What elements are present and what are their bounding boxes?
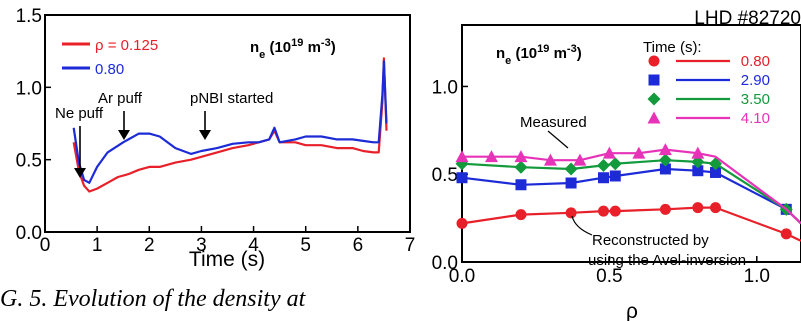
left-annotation-label: Ne puff	[55, 105, 104, 122]
right-panel: LHD #82720 0.0 0.5 1.0 0.0 0.5 1.0 ne (1019 m…	[432, 8, 801, 321]
right-data-point-triangle	[455, 150, 469, 163]
right-legend-label: 4.10	[741, 110, 770, 127]
right-annotations: Measured Reconstructed by using the Avel-i…	[520, 114, 746, 269]
left-x-tick-label: 2	[144, 235, 155, 256]
right-data-point-diamond	[596, 158, 610, 172]
shot-number-label: LHD #82720	[694, 8, 801, 29]
right-y-tick-label: 1.0	[432, 77, 458, 98]
right-data-point-square	[515, 179, 527, 191]
right-series-line-3	[462, 148, 801, 225]
left-x-tick-label: 1	[92, 235, 103, 256]
right-data-point-circle	[565, 207, 577, 219]
right-data-point-circle	[692, 202, 704, 214]
right-data-point-diamond	[691, 155, 705, 169]
left-annotation-label: Ar puff	[98, 90, 143, 107]
right-data-point-circle	[780, 228, 792, 240]
right-legend-label: 3.50	[741, 91, 770, 108]
right-data-point-square	[456, 172, 468, 184]
right-legend-marker-square	[648, 74, 660, 86]
left-legend-label-0125: ρ = 0.125	[95, 37, 158, 54]
left-x-tick-label: 3	[196, 235, 207, 256]
right-plot-frame	[461, 24, 801, 263]
right-ticks: 0.0 0.5 1.0 0.0 0.5 1.0	[432, 77, 770, 287]
left-annotation-arrow-head	[199, 130, 211, 140]
left-y-tick-label: 1.0	[16, 78, 42, 99]
measured-leader-line	[547, 130, 569, 149]
right-data-point-square	[597, 172, 609, 184]
right-legend-title: Time (s):	[643, 39, 702, 56]
right-legend-marker-circle	[648, 55, 660, 67]
left-x-tick-label: 6	[353, 235, 364, 256]
right-data-point-triangle	[691, 146, 705, 159]
right-data-point-square	[659, 163, 671, 175]
left-density-unit-label: ne (1019 m-3)	[250, 37, 336, 61]
left-ticks: 0 1 2 3 4 5 6 7 0.0 0.5 1.0 1.5	[16, 6, 416, 256]
right-data-point-triangle	[573, 153, 587, 166]
right-legend-marker-diamond	[647, 92, 661, 106]
right-series-line-1	[461, 167, 801, 225]
right-data-point-triangle	[543, 153, 557, 166]
left-annotation-arrow-head	[74, 168, 86, 178]
right-data-point-diamond	[514, 160, 528, 174]
right-data-point-triangle	[602, 146, 616, 159]
right-data-point-circle	[659, 203, 671, 215]
right-y-tick-label: 0.5	[432, 165, 458, 186]
right-data-point-square	[609, 170, 621, 182]
right-data-point-circle	[710, 202, 722, 214]
right-legend-marker-triangle	[647, 111, 661, 124]
left-x-axis-title: Time (s)	[189, 248, 265, 271]
measured-annotation: Measured	[520, 114, 587, 131]
left-series	[72, 57, 388, 193]
left-x-tick-label: 4	[248, 235, 259, 256]
left-x-tick-label: 7	[405, 235, 416, 256]
right-data-point-circle	[597, 205, 609, 217]
right-data-point-circle	[609, 205, 621, 217]
right-data-point-square	[710, 166, 722, 178]
left-series-line-1	[72, 60, 388, 184]
left-y-tick-label: 1.5	[16, 6, 42, 27]
right-data-point-diamond	[564, 162, 578, 176]
left-y-tick-label: 0.0	[16, 223, 42, 244]
left-y-tick-label: 0.5	[16, 151, 42, 172]
left-series-line-0	[72, 57, 388, 193]
right-y-tick-label: 0.0	[432, 253, 458, 274]
left-panel: 0 1 2 3 4 5 6 7 0.0 0.5 1.0 1.5 ρ = 0.125 0.80 ne (…	[16, 6, 416, 271]
right-data-point-diamond	[658, 153, 672, 167]
right-x-axis-title: ρ	[626, 300, 638, 321]
right-data-point-circle	[456, 217, 468, 229]
right-series-line-2	[461, 159, 801, 225]
figure-caption: G. 5. Evolution of the density at	[0, 286, 306, 312]
right-x-tick-label: 0.0	[449, 266, 475, 287]
reconstructed-annotation-line1: Reconstructed by	[592, 232, 709, 249]
right-series-line-0	[461, 206, 801, 242]
right-data-point-circle	[515, 209, 527, 221]
left-x-tick-label: 5	[300, 235, 311, 256]
right-data-point-triangle	[514, 150, 528, 163]
right-data-point-triangle	[632, 146, 646, 159]
right-x-tick-label: 0.5	[596, 266, 622, 287]
right-data-point-triangle	[484, 150, 498, 163]
right-data-point-diamond	[608, 157, 622, 171]
left-plot-frame	[44, 14, 411, 233]
left-annotation-label: pNBI started	[190, 90, 273, 107]
right-data-point-square	[565, 177, 577, 189]
left-annotation-arrow-head	[118, 130, 130, 140]
reconstructed-annotation-line2: using the Avel-inversion	[588, 252, 746, 269]
right-legend-label: 0.80	[741, 53, 770, 70]
right-series	[455, 143, 801, 242]
left-x-tick-label: 0	[40, 235, 51, 256]
right-x-tick-label: 1.0	[744, 266, 770, 287]
left-legend-label-0825: 0.80	[95, 61, 124, 78]
left-legend: ρ = 0.125 0.80	[62, 37, 158, 78]
right-data-point-triangle	[658, 143, 672, 156]
right-legend: 0.80 2.90 3.50 4.10	[647, 53, 770, 127]
right-legend-label: 2.90	[741, 72, 770, 89]
right-data-point-square	[692, 165, 704, 177]
reconstructed-leader-line	[571, 215, 593, 236]
right-density-unit-label: ne (1019 m-3)	[496, 43, 582, 67]
